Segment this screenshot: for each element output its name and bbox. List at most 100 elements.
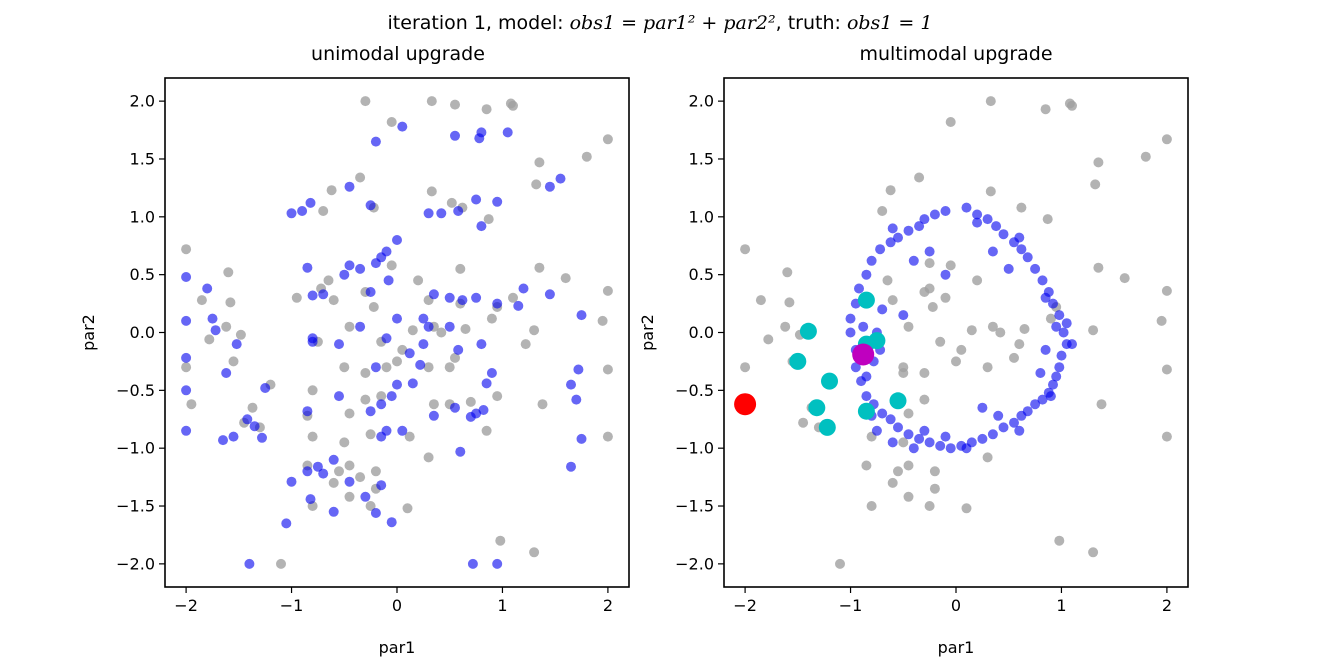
point-grey <box>560 273 571 284</box>
point-blue <box>415 359 426 370</box>
point-grey <box>365 501 376 511</box>
point-blue <box>231 339 242 350</box>
y-tick-label: −0.5 <box>675 381 714 400</box>
figure-title: iteration 1, model: obs1 = par1² + par2²… <box>0 12 1320 34</box>
point-grey <box>1009 352 1019 363</box>
point-grey <box>784 297 795 308</box>
point-blue <box>281 518 292 529</box>
point-grey <box>919 368 930 378</box>
point-blue <box>457 295 468 306</box>
point-blue <box>202 283 213 294</box>
point-cyan <box>821 372 838 390</box>
point-grey <box>1090 179 1101 190</box>
point-blue <box>893 422 903 433</box>
point-grey <box>924 283 935 294</box>
point-grey <box>885 185 896 196</box>
point-grey <box>597 315 608 326</box>
point-grey <box>982 452 993 463</box>
point-blue <box>929 209 940 220</box>
point-blue <box>307 336 318 347</box>
y-tick-label: −0.5 <box>116 381 155 400</box>
point-grey <box>956 344 967 355</box>
point-blue <box>555 173 566 184</box>
point-grey <box>344 408 355 419</box>
point-blue <box>386 391 397 402</box>
point-blue <box>903 429 914 440</box>
point-blue <box>181 352 192 363</box>
point-blue <box>471 194 482 205</box>
point-grey <box>370 466 381 477</box>
y-axis-label: par2 <box>638 314 657 351</box>
point-blue <box>1054 362 1065 373</box>
point-grey <box>428 399 439 410</box>
point-grey <box>186 399 197 410</box>
point-blue <box>1061 318 1072 329</box>
point-grey <box>780 321 791 332</box>
y-tick-label: −1.5 <box>116 497 155 516</box>
point-blue <box>861 391 872 402</box>
point-cyan <box>857 291 875 309</box>
point-blue <box>383 275 394 286</box>
point-blue <box>998 229 1009 240</box>
point-blue <box>471 292 482 303</box>
point-blue <box>365 406 376 417</box>
point-grey <box>529 325 540 336</box>
point-blue <box>518 283 529 294</box>
point-blue <box>998 422 1009 433</box>
point-blue <box>919 214 930 225</box>
point-blue <box>249 421 260 432</box>
point-grey <box>426 96 437 107</box>
y-tick-label: −2.0 <box>675 554 714 573</box>
point-blue <box>924 437 935 448</box>
point-blue <box>1040 344 1051 355</box>
point-blue <box>1051 321 1062 332</box>
point-grey <box>339 437 350 448</box>
point-blue <box>1022 252 1033 263</box>
point-blue <box>566 379 576 390</box>
point-blue <box>476 127 487 138</box>
point-blue <box>1037 275 1048 286</box>
point-blue <box>885 237 896 248</box>
point-blue <box>181 272 192 282</box>
y-tick-label: 0.5 <box>689 265 714 284</box>
point-blue <box>418 313 429 324</box>
point-grey <box>339 362 350 373</box>
point-grey <box>898 437 909 448</box>
point-grey <box>763 334 774 345</box>
point-blue <box>898 310 909 321</box>
point-grey <box>334 466 344 477</box>
y-tick-label: 0.0 <box>689 323 714 342</box>
x-tick-label: 2 <box>1162 596 1172 615</box>
y-tick-label: 1.5 <box>689 149 714 168</box>
data-points <box>734 96 1172 569</box>
point-grey <box>413 275 424 286</box>
x-tick-label: −1 <box>280 596 304 615</box>
point-grey <box>927 302 938 312</box>
scatter-panel-1: −2 −1 0 1 2 −2.0 −1.5 −1.0 −0.5 0.0 0.5 1.0 1.5 2.0 pa… <box>79 43 630 657</box>
point-blue <box>481 378 492 389</box>
point-blue <box>355 263 366 274</box>
point-grey <box>460 324 471 334</box>
point-grey <box>355 172 366 183</box>
point-blue <box>945 443 956 454</box>
point-grey <box>276 558 286 569</box>
point-grey <box>1054 535 1065 546</box>
point-grey <box>877 206 888 216</box>
point-blue <box>914 221 925 232</box>
point-grey <box>1088 547 1099 558</box>
point-blue <box>344 181 355 192</box>
point-grey <box>307 385 318 396</box>
point-blue <box>376 399 387 410</box>
point-grey <box>1045 313 1056 324</box>
point-blue <box>961 443 972 454</box>
point-grey <box>402 503 413 514</box>
point-blue <box>940 269 951 280</box>
point-blue <box>845 313 856 324</box>
point-grey <box>328 477 339 488</box>
point-blue <box>1054 310 1065 321</box>
point-blue <box>370 258 381 269</box>
point-grey <box>376 391 387 402</box>
point-grey <box>1140 151 1151 162</box>
point-blue <box>370 136 381 147</box>
